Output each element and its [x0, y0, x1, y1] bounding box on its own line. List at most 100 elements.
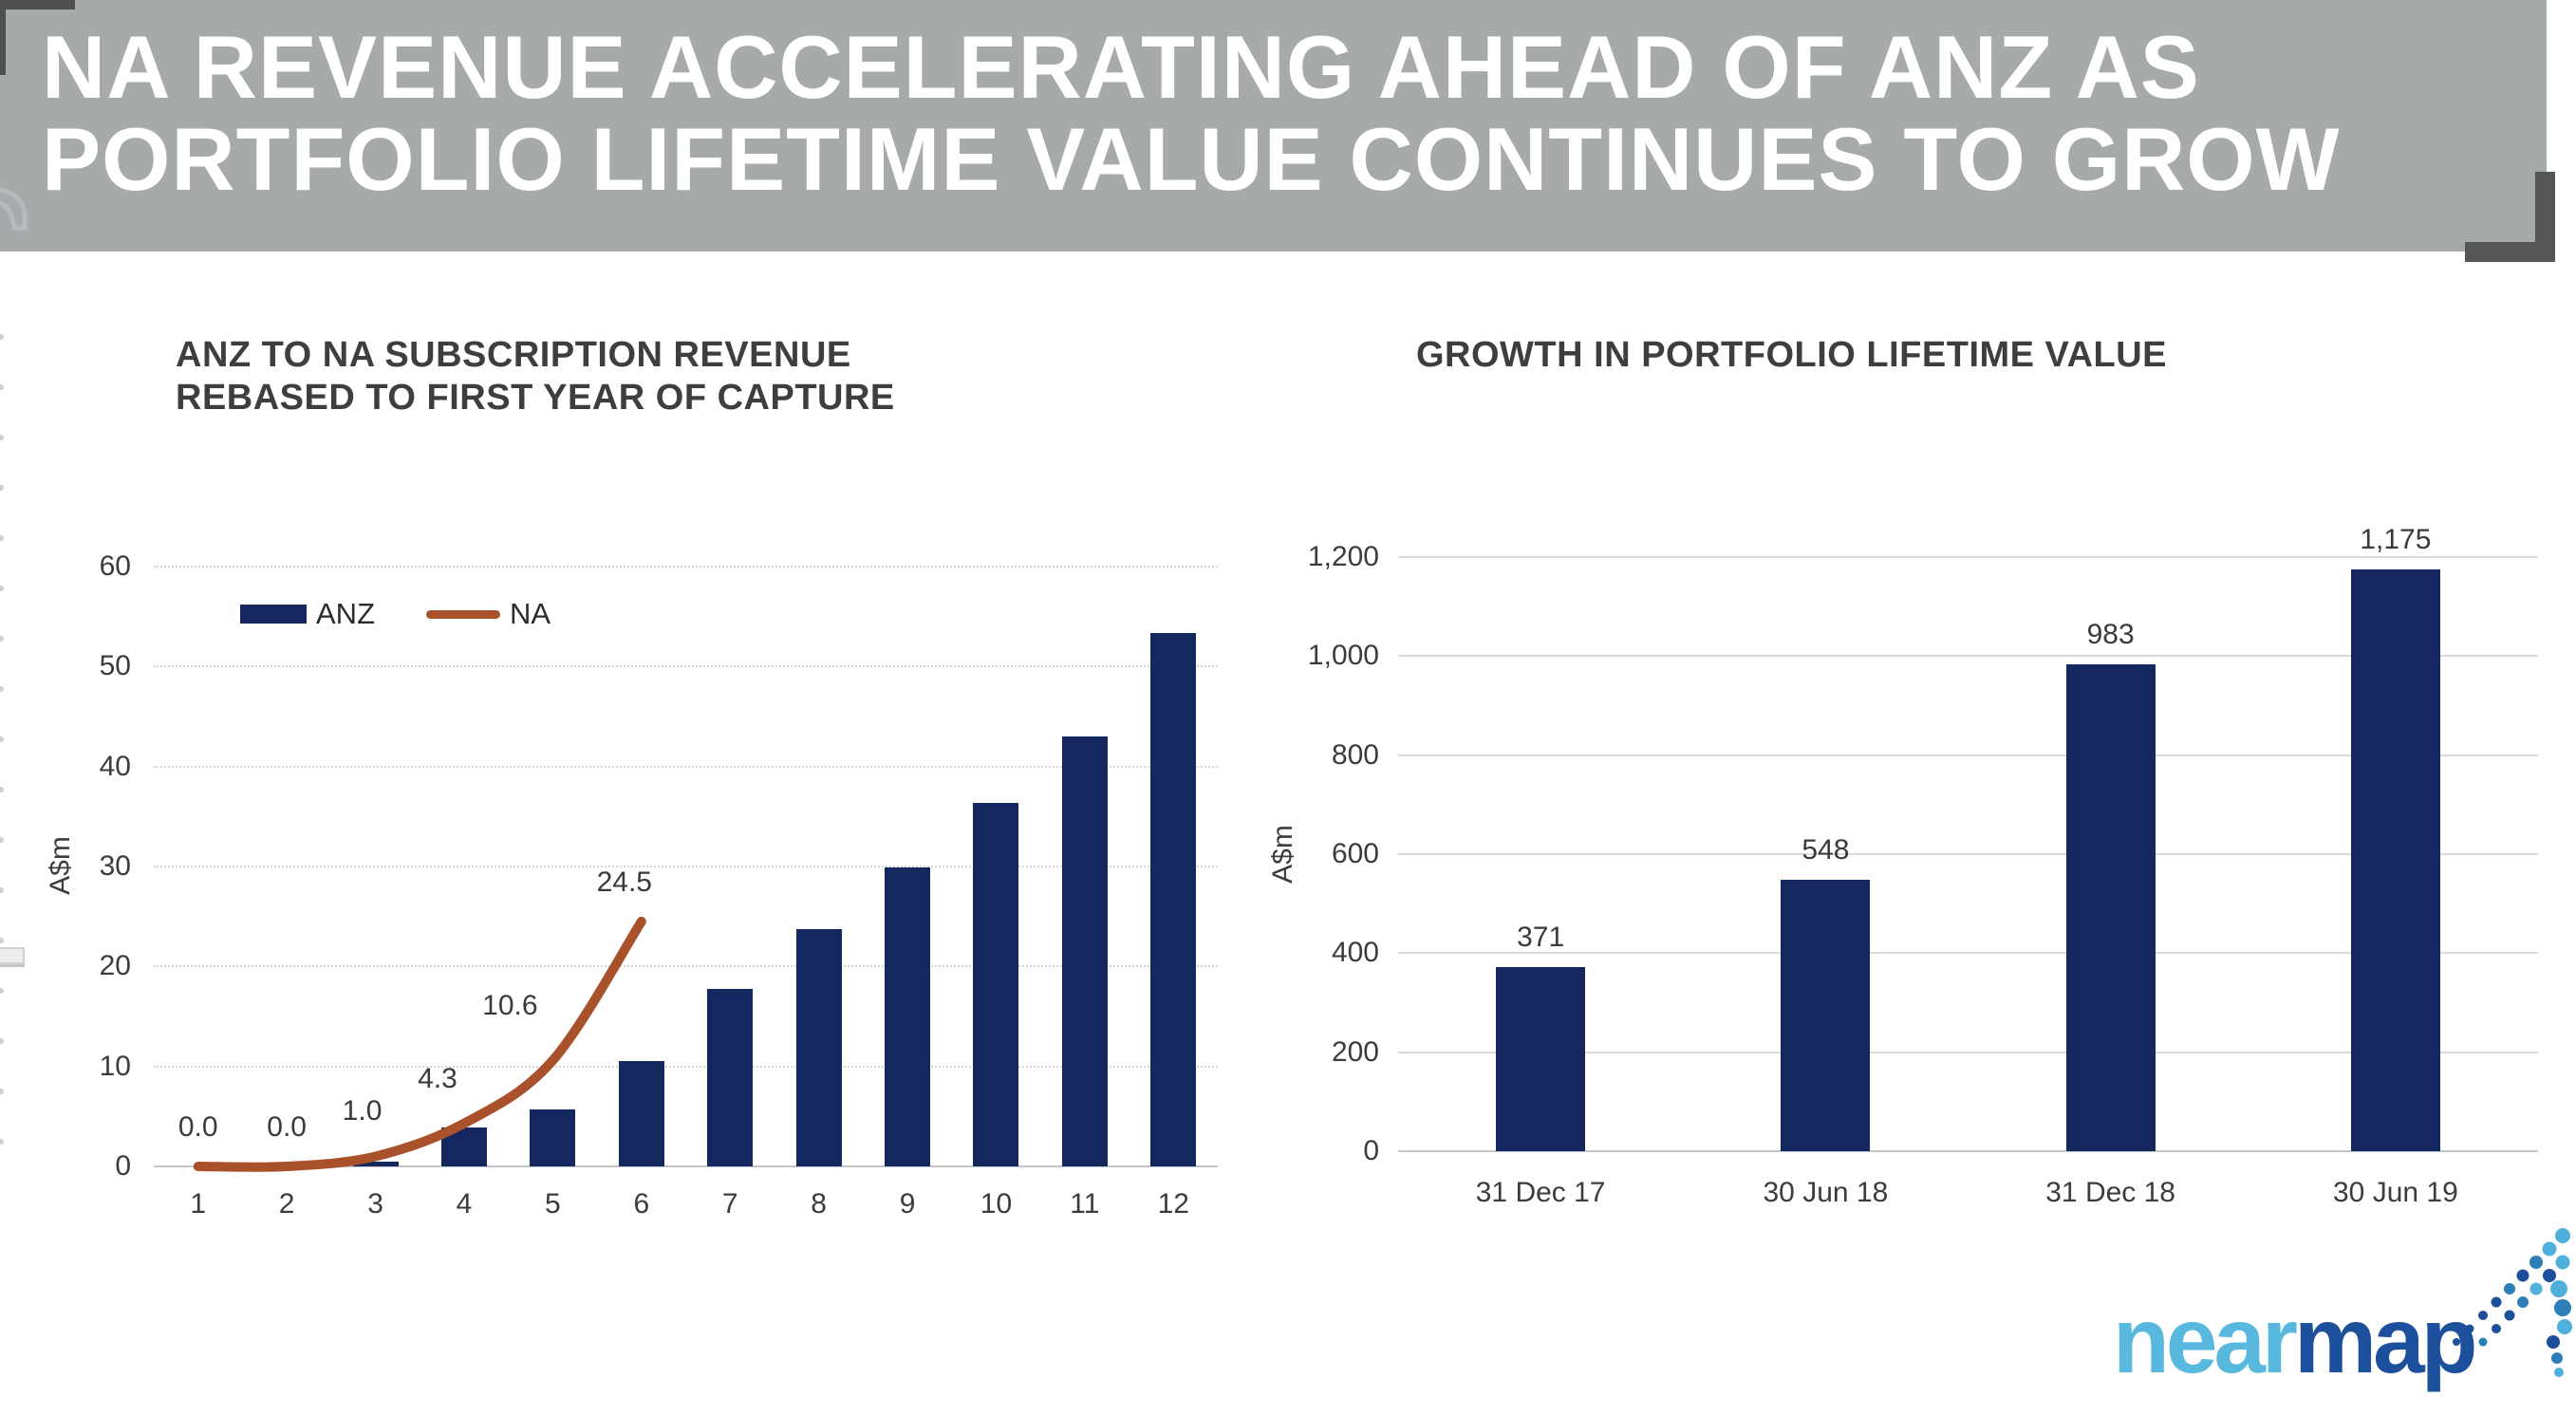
left-x-tick-3: 3 [367, 1188, 383, 1220]
na-point-label-0: 0.0 [177, 1111, 218, 1143]
right-bar-31 Dec 17 [1496, 967, 1586, 1151]
nearmap-logo-mark [2453, 1228, 2572, 1377]
left-edge-dot [0, 1139, 4, 1145]
na-point-label-5: 24.5 [596, 866, 652, 898]
right-bar-30 Jun 19 [2350, 569, 2440, 1151]
nearmap-logo-near: near [2113, 1288, 2298, 1392]
right-gridline-0 [1398, 1150, 2538, 1152]
left-y-tick-60: 60 [99, 550, 131, 582]
right-y-tick-600: 600 [1331, 838, 1379, 869]
slide-title-line1: NA REVENUE ACCELERATING AHEAD OF ANZ AS [42, 17, 2200, 117]
right-gridline-1000 [1398, 655, 2538, 658]
left-y-tick-50: 50 [99, 650, 131, 682]
left-bar-12 [1150, 632, 1197, 1166]
right-y-tick-200: 200 [1331, 1035, 1379, 1068]
left-y-tick-20: 20 [99, 950, 131, 982]
header-swoosh-decoration [0, 187, 28, 231]
left-gridline-50 [154, 665, 1218, 668]
left-x-tick-11: 11 [1070, 1188, 1100, 1220]
left-edge-dot [0, 837, 4, 843]
right-gridline-200 [1398, 1051, 2538, 1053]
corner-bracket-top-left [0, 0, 75, 9]
left-bar-10 [973, 802, 1019, 1166]
legend-anz-label: ANZ [316, 597, 375, 630]
left-bar-4 [440, 1127, 487, 1166]
right-chart-title: GROWTH IN PORTFOLIO LIFETIME VALUE [1416, 335, 2168, 375]
right-y-tick-800: 800 [1331, 738, 1379, 771]
left-x-tick-12: 12 [1157, 1188, 1189, 1220]
left-chart-legend: ANZ NA [240, 597, 551, 631]
nearmap-logo: nearmap [2113, 1287, 2478, 1394]
slide-header: NA REVENUE ACCELERATING AHEAD OF ANZ AS P… [0, 0, 2547, 252]
right-y-tick-0: 0 [1363, 1135, 1379, 1166]
left-x-tick-7: 7 [721, 1188, 738, 1220]
left-x-tick-10: 10 [980, 1188, 1013, 1220]
right-gridline-1200 [1398, 556, 2538, 558]
left-x-tick-1: 1 [190, 1188, 207, 1220]
right-bar-label-1: 548 [1801, 834, 1850, 866]
left-gridline-0 [154, 1165, 1218, 1167]
left-edge-dot [0, 435, 4, 440]
left-x-tick-5: 5 [545, 1188, 561, 1220]
left-edge-dot [0, 887, 4, 893]
right-bar-label-3: 1,175 [2360, 524, 2432, 556]
left-y-tick-0: 0 [115, 1150, 131, 1182]
right-bar-31 Dec 18 [2065, 664, 2156, 1151]
left-gridline-10 [154, 1065, 1218, 1068]
corner-bracket-top-left-arm [0, 0, 6, 75]
na-point-label-1: 0.0 [267, 1111, 307, 1143]
right-x-tick-30 Jun 19: 30 Jun 19 [2332, 1177, 2458, 1208]
left-gridline-60 [154, 566, 1218, 568]
left-bar-8 [795, 929, 842, 1166]
left-bar-5 [530, 1109, 576, 1166]
left-x-tick-9: 9 [899, 1188, 916, 1220]
left-bar-3 [352, 1161, 399, 1166]
left-bar-11 [1061, 736, 1108, 1166]
legend-anz-swatch [240, 605, 307, 624]
left-edge-dot [0, 586, 4, 591]
right-bar-30 Jun 18 [1781, 880, 1871, 1151]
na-point-label-2: 1.0 [342, 1095, 383, 1127]
right-x-tick-31 Dec 17: 31 Dec 17 [1475, 1177, 1606, 1208]
right-x-tick-31 Dec 18: 31 Dec 18 [2045, 1177, 2175, 1208]
left-x-tick-4: 4 [456, 1188, 473, 1220]
left-x-tick-8: 8 [811, 1188, 827, 1220]
left-chart-title: ANZ TO NA SUBSCRIPTION REVENUE REBASED TO… [176, 335, 895, 418]
legend-na-line-swatch [426, 609, 500, 619]
na-point-label-3: 4.3 [418, 1062, 457, 1094]
left-edge-dot [0, 938, 4, 943]
left-edge-dot [0, 334, 4, 340]
slide-title: NA REVENUE ACCELERATING AHEAD OF ANZ AS P… [42, 21, 2340, 205]
left-x-tick-6: 6 [633, 1188, 650, 1220]
nearmap-logo-map: map [2294, 1288, 2478, 1392]
right-gridline-800 [1398, 754, 2538, 756]
left-edge-dot [0, 988, 4, 994]
left-y-tick-40: 40 [99, 750, 131, 782]
left-y-tick-30: 30 [99, 850, 131, 882]
left-edge-dot [0, 686, 4, 692]
left-edge-dot [0, 485, 4, 491]
right-gridline-400 [1398, 952, 2538, 955]
left-gridline-20 [154, 965, 1218, 968]
left-edge-dot [0, 787, 4, 792]
right-x-tick-30 Jun 18: 30 Jun 18 [1763, 1177, 1889, 1208]
slide-title-line2: PORTFOLIO LIFETIME VALUE CONTINUES TO GR… [42, 109, 2341, 209]
right-bar-label-2: 983 [2086, 619, 2135, 651]
left-edge-artifact [0, 947, 25, 964]
left-bar-6 [618, 1061, 664, 1166]
right-gridline-600 [1398, 853, 2538, 855]
left-edge-dot [0, 636, 4, 642]
legend-na-label: NA [510, 597, 551, 630]
left-edge-dot [0, 1038, 4, 1044]
right-y-tick-1200: 1,200 [1307, 541, 1379, 572]
left-gridline-30 [154, 866, 1218, 867]
left-x-tick-2: 2 [278, 1188, 295, 1220]
corner-bracket-bottom-right [2465, 172, 2555, 262]
left-bar-7 [707, 988, 754, 1166]
right-y-tick-1000: 1,000 [1307, 640, 1379, 672]
left-edge-dot [0, 736, 4, 742]
left-edge-dot [0, 535, 4, 541]
left-gridline-40 [154, 765, 1218, 768]
left-bar-9 [885, 867, 931, 1166]
